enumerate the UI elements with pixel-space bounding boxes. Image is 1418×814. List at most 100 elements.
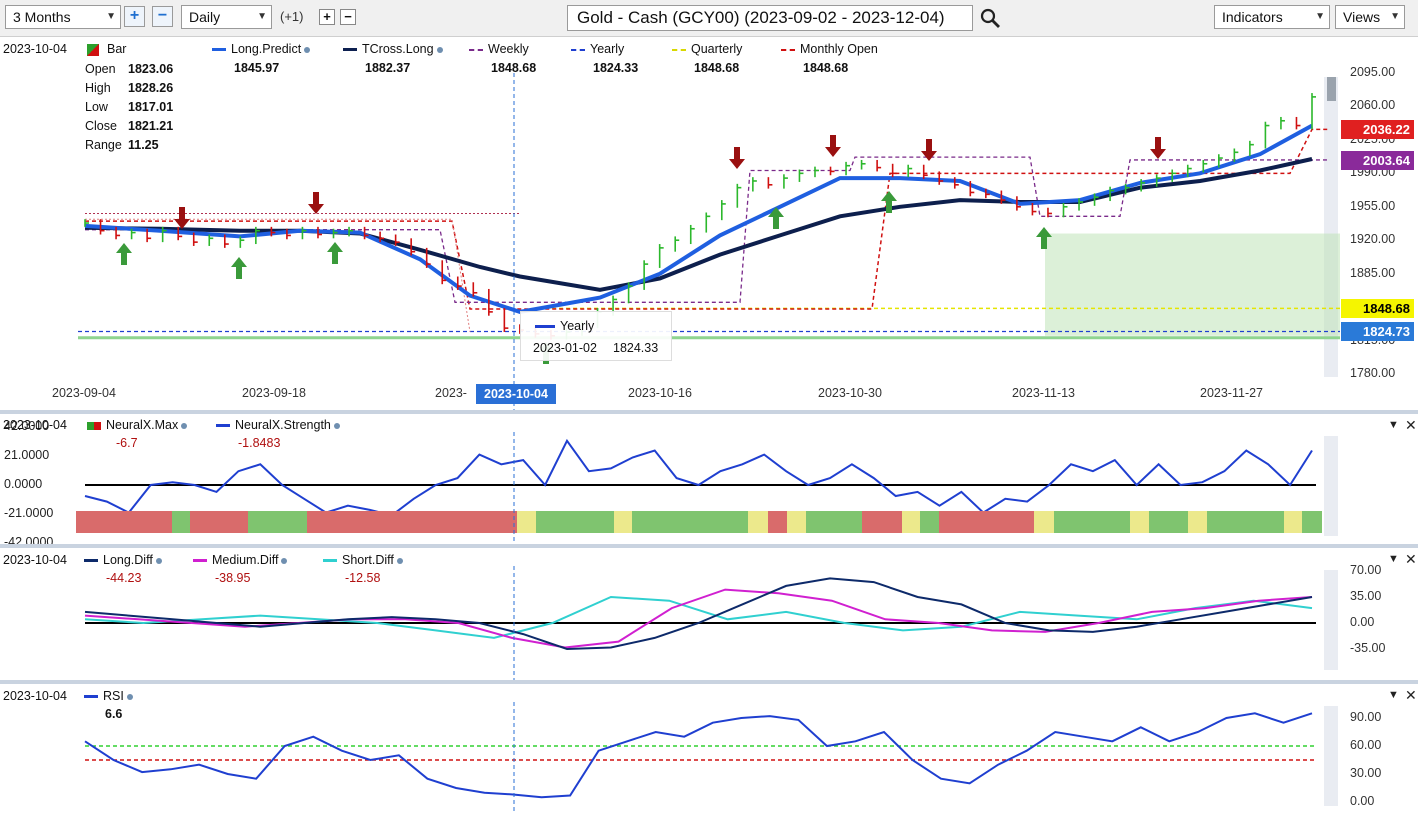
legend-name: Weekly — [488, 42, 529, 56]
legend-dot — [281, 557, 288, 564]
collapse-icon[interactable]: ▼ — [1388, 553, 1399, 565]
date-tick: 2023-11-13 — [1012, 386, 1076, 400]
sell-arrow-icon-shape — [308, 192, 324, 214]
sell-arrow-icon-shape — [729, 147, 745, 169]
price-scrollbar-thumb — [1327, 77, 1336, 101]
sell-arrow-icon-shape — [825, 135, 841, 157]
legend-dot — [396, 557, 403, 564]
ohlc-value: 1817.01 — [128, 100, 174, 114]
neural-max-band — [748, 511, 768, 533]
sell-arrow-icon — [921, 139, 937, 161]
range-box — [1045, 233, 1340, 336]
legend-name: Medium.Diff — [212, 553, 279, 567]
sell-arrow-icon — [174, 207, 190, 229]
rsi-panel[interactable]: 2023-10-04 RSI 6.6 90.00 60.00 30.00 0.00 ▼… — [0, 684, 1418, 814]
legend-item: TCross.Long — [343, 42, 443, 56]
neural-tick: 21.0000 — [4, 448, 50, 462]
neural-max-band — [1054, 511, 1130, 533]
pane-separator[interactable] — [0, 410, 1418, 414]
neural-max-band — [1302, 511, 1322, 533]
tooltip-series: Yearly — [560, 319, 595, 333]
price-tag: 1824.73 — [1341, 322, 1414, 342]
buy-arrow-icon-shape — [116, 243, 132, 265]
sell-arrow-icon — [825, 135, 841, 157]
rsi-tick: 0.00 — [1350, 794, 1375, 808]
neural-max-band — [632, 511, 748, 533]
cursor-date-label: 2023-10-04 — [476, 384, 556, 404]
neural-max-band — [939, 511, 1034, 533]
neural-max-band — [862, 511, 902, 533]
indicators-label: Indicators — [1222, 9, 1283, 25]
legend-swatch — [323, 559, 337, 563]
legend-item: Quarterly — [672, 42, 742, 56]
period-dropdown[interactable]: 3 Months ▼ — [5, 5, 121, 29]
neural-panel[interactable]: 2023-10-04 NeuralX.Max -6.7 NeuralX.Stre… — [0, 414, 1418, 549]
price-tick: 1780.00 — [1350, 366, 1396, 380]
diff-panel[interactable]: 2023-10-04 Long.Diff -44.23 Medium.Diff -38… — [0, 548, 1418, 680]
neural-tick: -21.0000 — [4, 506, 54, 520]
long-predict-line — [84, 123, 1313, 314]
neural-tick: 42.0000 — [4, 419, 50, 433]
sell-arrow-icon-shape — [174, 207, 190, 229]
price-chart[interactable] — [0, 37, 1418, 410]
symbol-title-field[interactable]: Gold - Cash (GCY00) (2023-09-02 - 2023-1… — [567, 5, 973, 31]
short-diff-line — [84, 595, 1313, 639]
monthly-high-line — [85, 218, 471, 333]
date-tick: 2023-09-04 — [52, 386, 116, 400]
legend-item: Monthly Open — [781, 42, 878, 56]
close-icon[interactable]: ✕ — [1405, 687, 1417, 703]
indicators-dropdown[interactable]: Indicators ▼ — [1214, 5, 1330, 29]
rsi-chart[interactable] — [0, 684, 1418, 814]
neural-max-band — [614, 511, 632, 533]
price-panel[interactable]: 2023-10-04 Bar Open 1823.06 High 1828.26 Low… — [0, 37, 1418, 410]
interval-dropdown[interactable]: Daily ▼ — [181, 5, 272, 29]
price-tick: 1920.00 — [1350, 232, 1396, 247]
close-icon[interactable]: ✕ — [1405, 551, 1417, 567]
offset-plus-button[interactable]: + — [319, 9, 335, 25]
pane-separator[interactable] — [0, 680, 1418, 684]
rsi-tick: 90.00 — [1350, 710, 1382, 724]
yearly-tooltip: Yearly 2023-01-02 1824.33 — [520, 311, 672, 361]
sell-arrow-icon-shape — [1150, 137, 1166, 159]
neural-strength-line — [84, 438, 1313, 517]
close-icon[interactable]: ✕ — [1405, 417, 1417, 433]
neural-chart[interactable] — [0, 414, 1418, 544]
neural-strength-legend: NeuralX.Strength — [216, 418, 340, 432]
legend-swatch — [672, 48, 686, 51]
legend-value: 1848.68 — [803, 61, 849, 75]
ohlc-value: 1821.21 — [128, 119, 174, 133]
buy-arrow-icon — [327, 242, 343, 264]
diff-tick: 0.00 — [1350, 615, 1375, 629]
search-icon[interactable] — [979, 7, 1003, 29]
price-tick: 2095.00 — [1350, 65, 1396, 79]
add-period-button[interactable]: + — [124, 6, 145, 27]
collapse-icon[interactable]: ▼ — [1388, 419, 1399, 431]
toolbar: 3 Months ▼ + − Daily ▼ (+1) + − Gold - C… — [0, 0, 1418, 37]
views-dropdown[interactable]: Views ▼ — [1335, 5, 1405, 29]
rsi-tick: 60.00 — [1350, 738, 1382, 752]
neural-max-value: -6.7 — [116, 436, 138, 450]
diff-chart[interactable] — [0, 548, 1418, 680]
legend-name: Long.Diff — [103, 553, 153, 567]
interval-value: Daily — [189, 9, 221, 25]
sell-arrow-icon — [308, 192, 324, 214]
remove-period-button[interactable]: − — [152, 6, 173, 27]
legend-swatch — [571, 48, 585, 51]
long-diff-line — [84, 577, 1313, 651]
ohlc-key: Low — [85, 100, 108, 114]
neural-max-legend: NeuralX.Max — [87, 418, 188, 432]
legend-dot — [155, 557, 162, 564]
collapse-icon[interactable]: ▼ — [1388, 689, 1399, 701]
sell-arrow-icon-shape — [921, 139, 937, 161]
legend-name: Quarterly — [691, 42, 743, 56]
weekly-line — [85, 156, 1330, 303]
buy-arrow-icon-shape — [231, 257, 247, 279]
pane-separator[interactable] — [0, 544, 1418, 548]
date-tick: 2023-09-18 — [242, 386, 306, 400]
buy-arrow-icon — [116, 243, 132, 265]
buy-arrow-icon — [231, 257, 247, 279]
diff-tick: -35.00 — [1350, 641, 1386, 655]
offset-minus-button[interactable]: − — [340, 9, 356, 25]
rsi-date: 2023-10-04 — [3, 689, 67, 703]
neural-max-band — [787, 511, 806, 533]
